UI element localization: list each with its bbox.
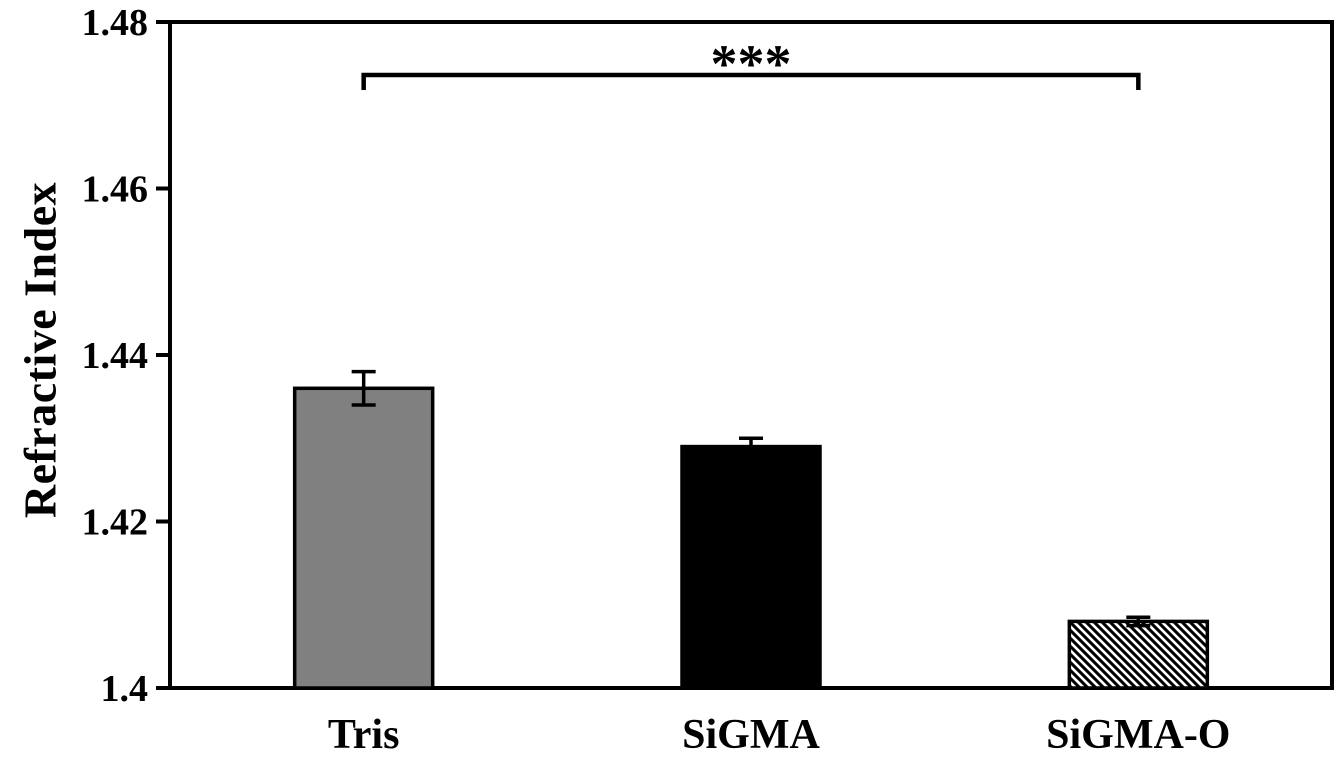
x-category-label: SiGMA-O [1046,712,1230,758]
x-category-label: SiGMA [682,712,820,758]
y-tick-label: 1.42 [82,502,149,544]
significance-bracket [361,72,1141,90]
significance-label: *** [711,34,792,94]
bar-sigma-o [1067,619,1210,690]
bar-tris [292,386,435,690]
x-category-label: Tris [328,712,400,758]
y-tick-label: 1.44 [82,335,149,377]
plot-area: 1.4 1.42 1.44 1.46 1.48 Tris SiGMA SiGMA-O *** [82,2,1334,758]
y-axis-title: Refractive Index [14,181,66,519]
bar-sigma [680,444,822,690]
y-tick-label: 1.48 [82,2,149,44]
y-tick-label: 1.46 [82,169,149,211]
y-tick-label: 1.4 [101,668,149,710]
